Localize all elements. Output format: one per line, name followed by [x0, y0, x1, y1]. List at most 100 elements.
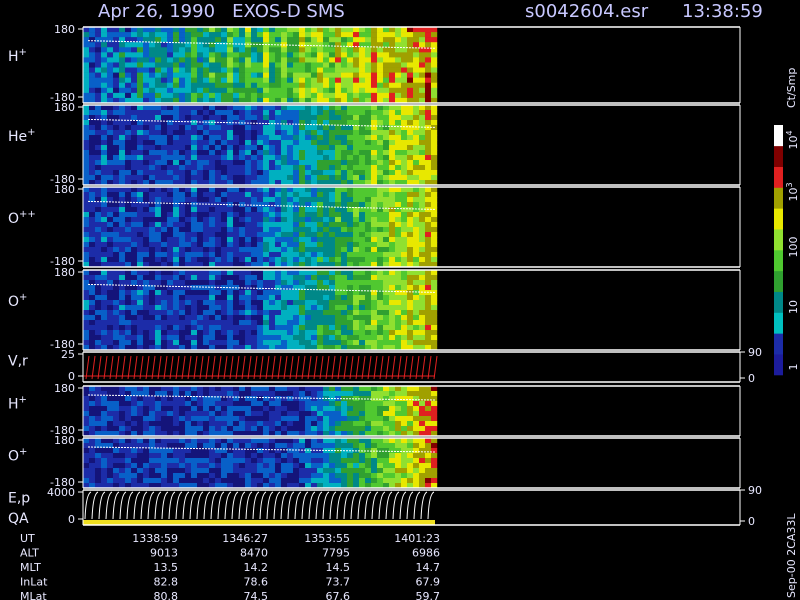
velocity-trace: [115, 355, 120, 380]
spectrogram-cell: [239, 305, 246, 311]
spectrogram-cell: [323, 401, 330, 407]
spectrogram-cell: [287, 212, 294, 218]
spectrogram-cell: [161, 310, 168, 316]
spectrogram-cell: [371, 453, 378, 459]
spectrogram-cell: [155, 386, 162, 392]
spectrogram-cell: [395, 340, 402, 346]
spectrogram-cell: [191, 120, 198, 126]
spectrogram-cell: [191, 443, 198, 449]
spectrogram-cell: [251, 458, 258, 464]
spectrogram-cell: [221, 463, 228, 469]
spectrogram-cell: [83, 217, 90, 223]
spectrogram-cell: [365, 72, 372, 78]
spectrogram-cell: [233, 473, 240, 479]
spectrogram-cell: [425, 67, 432, 73]
spectrogram-cell: [263, 280, 270, 286]
spectrogram-cell: [263, 180, 270, 186]
spectrogram-cell: [203, 315, 210, 321]
spectrogram-cell: [257, 105, 264, 111]
spectrogram-cell: [317, 285, 324, 291]
spectrogram-cell: [167, 232, 174, 238]
spectrogram-cell: [101, 431, 108, 437]
spectrogram-cell: [407, 92, 414, 99]
spectrogram-cell: [281, 340, 288, 346]
spectrogram-cell: [419, 160, 426, 166]
spectrogram-cell: [407, 257, 414, 263]
spectrogram-cell: [125, 232, 132, 238]
spectrogram-cell: [377, 120, 384, 126]
spectrogram-cell: [251, 448, 258, 454]
spectrogram-cell: [329, 310, 336, 316]
spectrogram-cell: [323, 150, 330, 156]
spectrogram-cell: [113, 140, 120, 146]
spectrogram-cell: [221, 448, 228, 454]
spectrogram-cell: [209, 275, 216, 281]
spectrogram-cell: [161, 315, 168, 321]
spectrogram-cell: [89, 232, 96, 238]
spectrogram-cell: [311, 197, 318, 203]
spectrogram-cell: [419, 145, 426, 151]
spectrogram-cell: [185, 110, 192, 116]
spectrogram-cell: [377, 290, 384, 296]
spectrogram-cell: [383, 180, 390, 186]
spectrogram-cell: [257, 335, 264, 341]
spectrogram-cell: [191, 97, 198, 104]
spectrogram-cell: [203, 67, 210, 73]
spectrogram-cell: [101, 115, 108, 121]
energy-sweep: [189, 491, 197, 520]
spectrogram-cell: [347, 175, 354, 181]
spectrogram-cell: [119, 160, 126, 166]
spectrogram-cell: [179, 135, 186, 141]
spectrogram-cell: [119, 165, 126, 171]
spectrogram-cell: [323, 257, 330, 263]
spectrogram-cell: [173, 115, 180, 121]
spectrogram-cell: [83, 180, 90, 186]
spectrogram-cell: [341, 468, 348, 474]
spectrogram-cell: [125, 175, 132, 181]
spectrogram-cell: [293, 37, 300, 43]
spectrogram-cell: [299, 448, 306, 454]
spectrogram-cell: [365, 130, 372, 136]
spectrogram-cell: [113, 401, 120, 407]
spectrogram-cell: [257, 135, 264, 141]
spectrogram-cell: [203, 140, 210, 146]
spectrogram-cell: [365, 421, 372, 427]
spectrogram-cell: [365, 270, 372, 276]
spectrogram-cell: [209, 32, 216, 38]
spectrogram-cell: [305, 202, 312, 208]
spectrogram-cell: [317, 170, 324, 176]
spectrogram-cell: [125, 242, 132, 248]
spectrogram-cell: [323, 92, 330, 99]
spectrogram-cell: [125, 335, 132, 341]
spectrogram-cell: [101, 135, 108, 141]
spectrogram-cell: [101, 217, 108, 223]
spectrogram-cell: [215, 37, 222, 43]
spectrogram-cell: [323, 421, 330, 427]
spectrogram-cell: [89, 340, 96, 346]
spectrogram-cell: [173, 406, 180, 412]
spectrogram-cell: [197, 285, 204, 291]
spectrogram-cell: [239, 391, 246, 397]
spectrogram-cell: [281, 270, 288, 276]
spectrogram-cell: [209, 458, 216, 464]
spectrogram-cell: [305, 227, 312, 233]
spectrogram-cell: [347, 42, 354, 48]
spectrogram-cell: [161, 192, 168, 198]
spectrogram-cell: [155, 330, 162, 336]
spectrogram-cell: [263, 37, 270, 43]
spectrogram-cell: [227, 330, 234, 336]
spectrogram-cell: [149, 478, 156, 484]
spectrogram-cell: [131, 262, 138, 268]
spectrogram-cell: [221, 275, 228, 281]
spectrogram-cell: [119, 443, 126, 449]
spectrogram-cell: [137, 280, 144, 286]
spectrogram-cell: [161, 285, 168, 291]
spectrogram-cell: [119, 47, 126, 53]
spectrogram-cell: [401, 52, 408, 58]
spectrogram-cell: [131, 386, 138, 392]
spectrogram-cell: [431, 458, 438, 464]
spectrogram-cell: [401, 280, 408, 286]
spectrogram-cell: [137, 335, 144, 341]
spectrogram-cell: [431, 431, 438, 437]
spectrogram-cell: [365, 165, 372, 171]
